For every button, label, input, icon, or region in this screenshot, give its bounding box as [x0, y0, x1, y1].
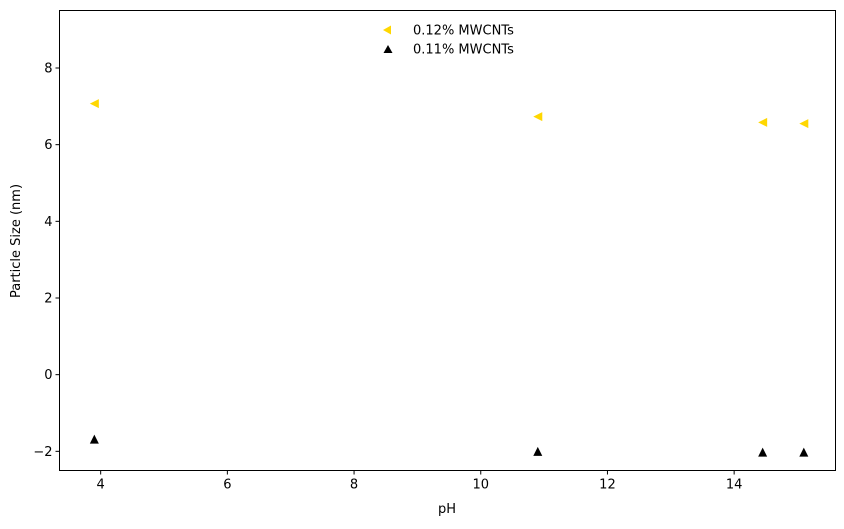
data-point-series-2 [533, 446, 543, 456]
y-tick-label: 4 [44, 215, 52, 230]
data-point-series-2 [758, 447, 768, 457]
plot-area-frame [59, 10, 836, 471]
legend-marker-triangle-left [383, 25, 391, 35]
x-tick-label: 6 [223, 478, 231, 493]
y-tick-label: −2 [33, 445, 52, 460]
data-point-series-2 [799, 447, 809, 457]
data-point-series-1 [758, 117, 768, 127]
x-tick-label: 10 [472, 478, 489, 493]
y-tick-label: 6 [44, 138, 52, 153]
x-tick-label: 4 [97, 478, 105, 493]
data-point-series-1 [533, 112, 543, 122]
x-tick-label: 8 [350, 478, 358, 493]
data-point-series-1 [799, 119, 809, 129]
x-tick-label: 12 [599, 478, 616, 493]
data-point-series-1 [89, 99, 99, 109]
x-tick-label: 14 [726, 478, 743, 493]
y-tick-label: 0 [44, 368, 52, 383]
legend: 0.12% MWCNTs 0.11% MWCNTs [383, 24, 514, 58]
legend-label: 0.12% MWCNTs [413, 24, 514, 39]
x-axis-label: pH [438, 502, 456, 517]
data-point-series-2 [89, 434, 99, 444]
y-axis-label: Particle Size (nm) [9, 184, 24, 298]
legend-marker-triangle-up [383, 45, 393, 53]
y-tick-label: 2 [44, 292, 52, 307]
y-tick-label: 8 [44, 62, 52, 77]
legend-label: 0.11% MWCNTs [413, 43, 514, 58]
